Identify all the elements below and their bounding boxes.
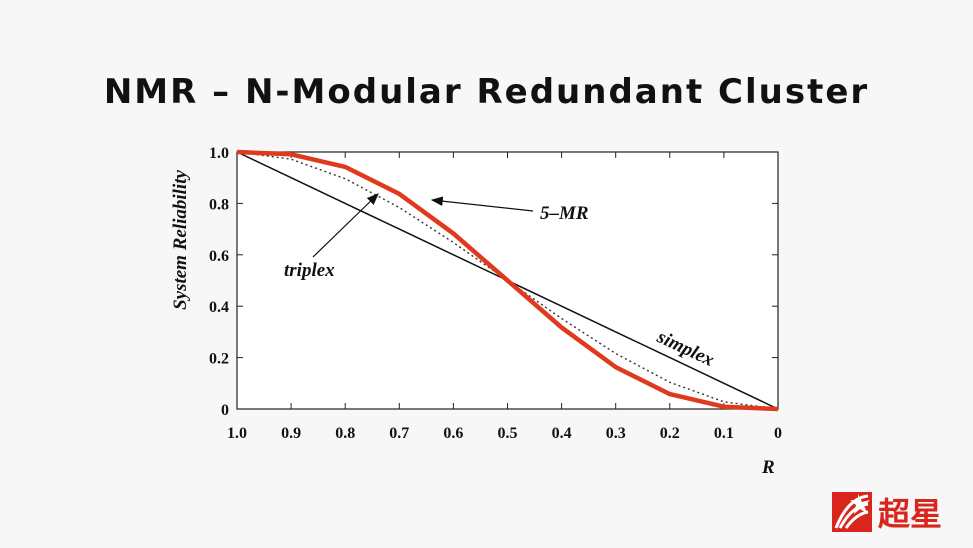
y-tick-label: 0.2	[209, 351, 229, 368]
y-tick-label: 0.8	[209, 196, 229, 213]
arrow-5mr	[430, 196, 534, 212]
chaoxing-logo: 超星	[832, 492, 942, 533]
x-tick-label: 0.9	[281, 425, 301, 442]
y-tick-label: 1.0	[209, 145, 229, 162]
slide-title: NMR – N-Modular Redundant Cluster	[103, 72, 870, 112]
x-tick-label: 0.6	[443, 425, 463, 442]
logo-text: 超星	[878, 495, 942, 533]
y-tick-label: 0.6	[209, 248, 229, 265]
x-tick-label: 0.5	[498, 425, 518, 442]
x-tick-label: 0.7	[389, 425, 409, 442]
y-tick-label: 0	[221, 402, 229, 419]
x-tick-label: 0	[774, 425, 782, 442]
series-layer	[236, 149, 779, 412]
x-axis-label: R	[761, 457, 775, 478]
x-tick-label: 1.0	[227, 425, 247, 442]
x-tick-label: 0.8	[335, 425, 355, 442]
axis-ticks: 1.0 0.9 0.8 0.7 0.6 0.5 0.4 0.3 0.2 0.1 0 0 0.2 0.4 0.…	[209, 145, 782, 442]
y-axis-label: System Reliability	[170, 170, 191, 310]
x-tick-label: 0.2	[660, 425, 680, 442]
y-tick-label: 0.4	[209, 299, 229, 316]
x-tick-label: 0.3	[606, 425, 626, 442]
x-tick-label: 0.1	[714, 425, 734, 442]
annotation-5mr: 5–MR	[540, 203, 589, 224]
arrow-triplex	[312, 193, 379, 258]
x-tick-label: 0.4	[552, 425, 572, 442]
annotation-triplex: triplex	[284, 260, 335, 281]
